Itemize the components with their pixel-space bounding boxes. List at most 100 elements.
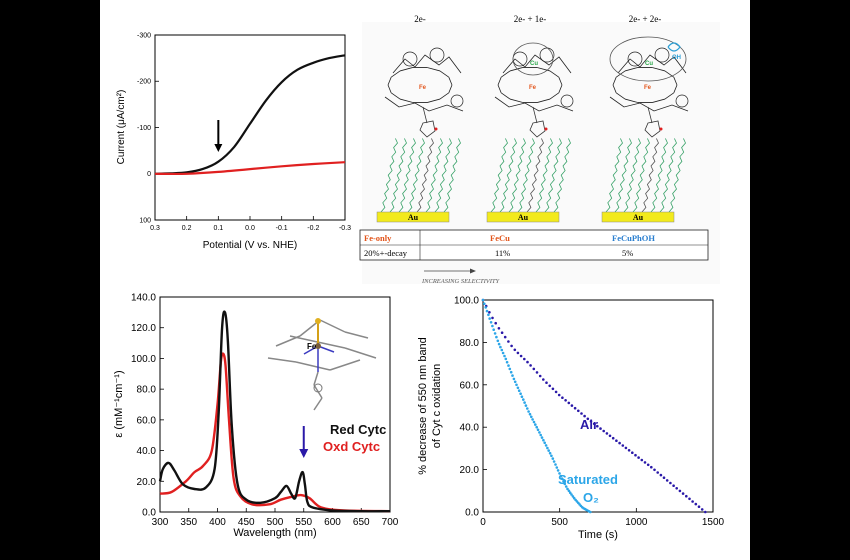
selectivity-table: Fe-only FeCu FeCuPhOH 20%+-decay 11% 5% — [359, 229, 709, 261]
kinetics-xtick-label: 1000 — [625, 517, 648, 528]
kinetics-point — [543, 441, 546, 445]
kinetics-point — [497, 342, 501, 346]
uvvis-xtick-label: 550 — [295, 517, 312, 528]
kinetics-point — [485, 309, 489, 313]
uvvis-ytick-label: 40.0 — [137, 446, 157, 457]
legend-red-cytc: Red Cytc — [330, 422, 386, 437]
kinetics-point — [550, 454, 553, 458]
kinetics-point — [563, 482, 567, 486]
lsv-xlabel: Potential (V vs. NHE) — [203, 240, 297, 251]
kinetics-point — [691, 500, 694, 503]
kinetics-series — [481, 298, 707, 514]
kinetics-point — [568, 491, 572, 495]
kinetics-point — [650, 465, 653, 469]
kinetics-point — [519, 392, 522, 396]
table-decay-fecu: 11% — [495, 248, 510, 258]
kinetics-point — [540, 436, 544, 439]
uvvis-ytick-label: 140.0 — [131, 293, 156, 304]
kinetics-point — [596, 424, 599, 428]
kinetics-point — [559, 474, 563, 478]
uvvis-xtick-label: 500 — [267, 517, 284, 528]
kinetics-point — [564, 485, 568, 488]
kinetics-point — [513, 348, 517, 352]
uvvis-ytick-label: 120.0 — [131, 323, 156, 334]
lsv-ytick-label: -200 — [137, 79, 151, 86]
uvvis-plot-frame — [159, 296, 391, 513]
kinetics-point — [573, 406, 577, 410]
kinetics-point — [512, 377, 516, 381]
kinetics-point — [554, 463, 557, 466]
lsv-xtick-label: -0.2 — [307, 225, 319, 232]
kinetics-point — [487, 313, 490, 317]
kinetics-point — [678, 489, 682, 493]
kinetics-point — [602, 429, 605, 433]
schematic-header-2: 2e- + 2e- — [629, 14, 662, 24]
lsv-xtick-label: -0.1 — [276, 225, 288, 232]
kinetics-point — [621, 444, 625, 447]
kinetics-point — [643, 461, 647, 464]
kinetics-point — [519, 354, 523, 358]
kinetics-xtick-label: 500 — [551, 517, 568, 528]
au-electrode-0 — [376, 211, 450, 223]
kinetics-point — [556, 469, 560, 472]
kinetics-xtick-label: 0 — [480, 517, 486, 528]
kinetics-ytick-label: 0.0 — [465, 508, 479, 519]
kinetics-point — [493, 332, 497, 335]
oh-label: OH — [672, 55, 681, 61]
selectivity-arrow: INCREASING SELECTIVITY — [421, 268, 500, 285]
schematic-columns: 2e- Fe Au 2e- + 1e- Fe Cu Au 2e- + 2e- Fe Cu OH Au — [376, 14, 689, 223]
kinetics-point — [505, 360, 509, 364]
lsv-ytick-label: -300 — [137, 32, 151, 39]
kinetics-point — [503, 354, 506, 358]
kinetics-point — [560, 477, 564, 481]
heme-structure-inset: Fe — [267, 318, 377, 411]
fe-label-0: Fe — [419, 85, 427, 91]
kinetics-chart: 0 500 1000 1500 0.0 20.0 40.0 60.0 80.0 100.0 Air… — [417, 296, 725, 542]
kinetics-point — [484, 306, 488, 309]
kinetics-point — [580, 412, 583, 415]
kinetics-point — [507, 340, 510, 343]
uvvis-xtick-label: 350 — [180, 517, 197, 528]
kinetics-point — [491, 324, 494, 328]
kinetics-xlabel: Time (s) — [578, 529, 618, 541]
kinetics-series-0 — [481, 298, 707, 514]
lsv-xtick-label: 0.2 — [182, 225, 192, 232]
kinetics-point — [539, 433, 542, 437]
kinetics-series-1 — [481, 298, 592, 514]
kinetics-point — [700, 508, 704, 511]
kinetics-point — [669, 481, 672, 485]
kinetics-point — [532, 420, 536, 424]
kinetics-point — [551, 457, 555, 460]
lsv-arrow — [214, 120, 223, 152]
kinetics-point — [611, 436, 615, 440]
kinetics-point — [704, 510, 707, 514]
kinetics-point — [515, 383, 518, 387]
kinetics-point — [624, 446, 628, 450]
kinetics-point — [665, 479, 669, 482]
kinetics-ytick-label: 100.0 — [454, 296, 479, 307]
lsv-series-line-1 — [154, 161, 346, 176]
kinetics-point — [605, 432, 609, 435]
kinetics-point — [615, 439, 618, 443]
schematic-column-2: 2e- + 2e- Fe Cu OH Au — [601, 14, 689, 223]
lsv-xtick-label: -0.3 — [339, 225, 351, 232]
kinetics-point — [500, 331, 504, 335]
schematic-header-0: 2e- — [414, 14, 426, 24]
kinetics-point — [562, 480, 565, 483]
kinetics-point — [555, 466, 559, 469]
kinetics-point — [548, 451, 552, 455]
kinetics-point — [491, 316, 494, 320]
lsv-series-line-0 — [154, 54, 346, 175]
kinetics-point — [592, 422, 596, 426]
au-electrode-1 — [486, 211, 560, 223]
kinetics-point — [513, 380, 517, 384]
kinetics-point — [631, 451, 634, 455]
kinetics-point — [517, 389, 521, 393]
au-label-0: Au — [408, 213, 419, 222]
kinetics-point — [627, 449, 631, 452]
kinetics-point — [516, 351, 520, 355]
kinetics-point — [545, 381, 548, 385]
kinetics-point — [510, 344, 513, 348]
